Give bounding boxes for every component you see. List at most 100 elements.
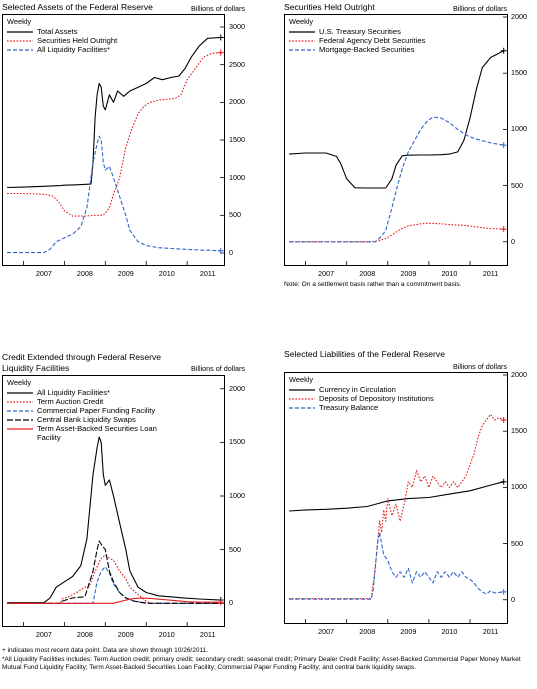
x-tick-label: 2007 [318,627,335,636]
units-label: Billions of dollars [191,4,245,13]
plot-frame [2,14,225,266]
units-label: Billions of dollars [453,362,507,371]
chart-note: Note: On a settlement basis rather than … [284,281,462,288]
recent-point-marker [500,142,507,149]
legend-entry-deposits-of-depository-institutions: Deposits of Depository Institutions [289,394,434,403]
chart-title: Securities Held Outright [284,2,375,12]
y-tick-label: 1500 [511,426,527,436]
y-tick-label: 2000 [229,97,245,107]
legend-entry-all-liquidity-facilities: All Liquidity Facilities* [7,388,157,397]
y-tick-label: 1500 [229,135,245,144]
x-tick-label: 2007 [35,630,52,639]
legend-entry-central-bank-liquidity-swaps: Central Bank Liquidity Swaps [7,415,157,424]
y-tick-label: 3000 [229,22,245,31]
legend-label: Central Bank Liquidity Swaps [37,415,136,424]
frequency-label: Weekly [7,17,32,26]
legend-entry-term-asset-backed-securities-loan-facility: Facility [7,433,157,442]
x-tick-label: 2011 [199,269,216,278]
legend-label: All Liquidity Facilities* [37,45,111,54]
plot-area [289,16,507,265]
chart-title: Selected Liabilities of the Federal Rese… [284,349,445,359]
chart-title-line-2: Liquidity Facilities [2,363,70,373]
series-line-mortgage-backed-securities [289,116,504,243]
series-line-all-liquidity-facilities [7,135,221,254]
x-tick-label: 2010 [441,269,458,278]
legend-label: Currency in Circulation [319,385,396,394]
recent-point-marker [217,49,224,56]
x-tick-label: 2007 [35,269,52,278]
recent-point-marker [500,588,507,595]
recent-point-marker [217,247,224,254]
x-tick-label: 2011 [482,269,499,278]
y-tick-label: 2000 [511,12,527,21]
series-line-u-s-treasury-securities [289,50,504,189]
series-line-treasury-balance [289,531,504,600]
y-tick-label: 0 [511,236,515,246]
legend-swatch [289,389,315,391]
legend-entry-treasury-balance: Treasury Balance [289,403,434,412]
recent-point-marker [500,416,507,423]
y-tick-label: 500 [229,210,241,220]
legend-swatch [7,410,33,412]
series-line-total-assets [7,36,221,189]
legend-swatch [7,31,33,33]
footnote-liquidity-facilities: *All Liquidity Facilities includes: Term… [2,656,521,671]
legend-label: Securities Held Outright [37,36,118,45]
y-tick-label: 1000 [511,482,527,492]
legend-swatch [289,31,315,33]
legend-entry-currency-in-circulation: Currency in Circulation [289,385,434,394]
legend: Total Assets Securities Held Outright All … [7,27,117,54]
x-tick-label: 2008 [76,630,93,639]
legend-entry-total-assets: Total Assets [7,27,117,36]
legend-entry-term-auction-credit: Term Auction Credit [7,397,157,406]
x-tick-label: 2009 [400,269,417,278]
legend-label: Treasury Balance [319,403,379,412]
y-tick-label: 2000 [511,370,527,379]
legend-label: Federal Agency Debt Securities [319,36,426,45]
legend-entry-federal-agency-debt-securities: Federal Agency Debt Securities [289,36,425,45]
frequency-label: Weekly [289,17,314,26]
y-tick-label: 0 [511,594,515,604]
y-tick-label: 1000 [511,124,527,134]
legend: All Liquidity Facilities* Term Auction Cr… [7,388,157,442]
x-tick-label: 2011 [199,630,216,639]
plot-frame [2,375,225,627]
x-tick-label: 2010 [158,630,175,639]
x-tick-label: 2008 [359,627,376,636]
y-tick-label: 1000 [229,172,245,182]
recent-point-marker [500,478,507,485]
legend-entry-securities-held-outright: Securities Held Outright [7,36,117,45]
y-tick-label: 1500 [511,68,527,78]
frequency-label: Weekly [7,378,32,387]
legend-entry-term-asset-backed-securities-loan-facility: Term Asset-Backed Securities Loan [7,424,157,433]
legend-label: Deposits of Depository Institutions [319,394,434,403]
legend-entry-mortgage-backed-securities: Mortgage-Backed Securities [289,45,425,54]
recent-point-marker [500,47,507,54]
y-tick-label: 2000 [229,383,245,393]
legend-label: Term Auction Credit [37,397,104,406]
legend-label: Facility [37,433,61,442]
units-label: Billions of dollars [191,364,245,373]
series-line-currency-in-circulation [289,481,504,512]
chart-title: Selected Assets of the Federal Reserve [2,2,153,12]
x-tick-label: 2008 [76,269,93,278]
x-tick-label: 2009 [117,630,134,639]
series-line-central-bank-liquidity-swaps [7,540,221,604]
x-tick-label: 2007 [318,269,335,278]
legend: U.S. Treasury Securities Federal Agency D… [289,27,425,54]
legend-label: Total Assets [37,27,78,36]
legend-swatch [7,392,33,394]
legend-swatch [7,428,33,430]
chart-title: Credit Extended through Federal Reserve … [2,352,161,374]
x-tick-label: 2010 [158,269,175,278]
legend-label: Commercial Paper Funding Facility [37,406,156,415]
plot-area [7,388,224,626]
y-tick-label: 500 [229,544,241,554]
plot-frame [284,14,508,266]
frequency-label: Weekly [289,375,314,384]
recent-point-marker [217,34,224,41]
x-tick-label: 2009 [400,627,417,636]
y-tick-label: 500 [511,538,523,548]
y-tick-label: 0 [229,598,233,608]
series-line-all-liquidity-facilities [7,436,221,604]
